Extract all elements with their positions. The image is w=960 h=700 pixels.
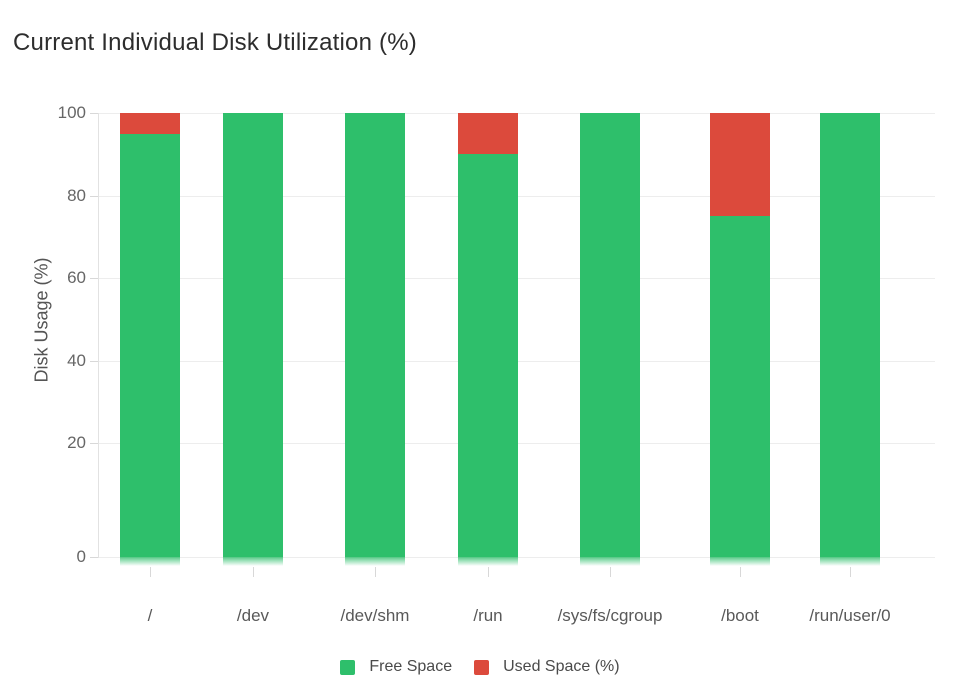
x-axis-label: /run/user/0 (809, 606, 891, 625)
x-tick-mark (610, 567, 611, 577)
bar-group-run-user-0[interactable] (820, 113, 880, 566)
bar-segment-free[interactable] (580, 113, 640, 557)
x-axis-label: /sys/fs/cgroup (557, 606, 663, 625)
bar-group-dev-shm[interactable] (345, 113, 405, 566)
y-tick-label: 20 (67, 433, 86, 452)
x-axis-label: /dev/shm (340, 606, 410, 625)
y-axis-line (98, 113, 99, 558)
y-tick-mark (90, 557, 98, 558)
x-tick-mark (488, 567, 489, 577)
bar-segment-used[interactable] (458, 113, 518, 154)
bar-segment-free[interactable] (120, 134, 180, 557)
bar-segment-free[interactable] (223, 113, 283, 557)
bar-segment-free[interactable] (458, 154, 518, 557)
legend: Free Space Used Space (%) (0, 652, 960, 682)
legend-swatch-free-space (340, 659, 356, 675)
x-tick-mark (740, 567, 741, 577)
x-axis-label: / (147, 606, 153, 625)
y-tick-label: 100 (57, 103, 86, 122)
y-tick-mark (90, 361, 98, 362)
bar-segment-used[interactable] (120, 113, 180, 134)
bar-group-boot[interactable] (710, 113, 770, 566)
bar-bottom-fade (580, 557, 640, 566)
bar-bottom-fade (120, 557, 180, 566)
x-axis-label: /boot (721, 606, 759, 625)
legend-label: Used Space (%) (503, 658, 620, 675)
bar-bottom-fade (345, 557, 405, 566)
bar-segment-free[interactable] (345, 113, 405, 557)
x-tick-mark (850, 567, 851, 577)
x-tick-mark (150, 567, 151, 577)
x-axis-label: /dev (236, 606, 270, 625)
y-tick-label: 80 (67, 186, 86, 205)
y-tick-mark (90, 113, 98, 114)
legend-item-free-space[interactable]: Free Space (340, 658, 452, 676)
y-tick-label: 60 (67, 268, 86, 287)
legend-label: Free Space (369, 658, 453, 675)
y-tick-label: 40 (67, 351, 86, 370)
y-tick-mark (90, 443, 98, 444)
bar-bottom-fade (458, 557, 518, 566)
legend-item-used-space[interactable]: Used Space (%) (474, 658, 620, 676)
chart-title: Current Individual Disk Utilization (%) (13, 29, 417, 56)
bar-group-dev[interactable] (223, 113, 283, 566)
bar-group-run[interactable] (458, 113, 518, 566)
legend-swatch-used-space (474, 659, 490, 675)
x-axis-label: /run (473, 606, 503, 625)
y-tick-label: 0 (76, 547, 86, 566)
bar-segment-free[interactable] (820, 113, 880, 557)
bar-bottom-fade (710, 557, 770, 566)
x-tick-mark (253, 567, 254, 577)
y-tick-mark (90, 196, 98, 197)
bar-group-sys-fs-cgroup[interactable] (580, 113, 640, 566)
bar-bottom-fade (820, 557, 880, 566)
bar-segment-free[interactable] (710, 216, 770, 557)
bar-group-root[interactable] (120, 113, 180, 566)
bar-segment-used[interactable] (710, 113, 770, 216)
y-tick-mark (90, 278, 98, 279)
x-tick-mark (375, 567, 376, 577)
bar-bottom-fade (223, 557, 283, 566)
